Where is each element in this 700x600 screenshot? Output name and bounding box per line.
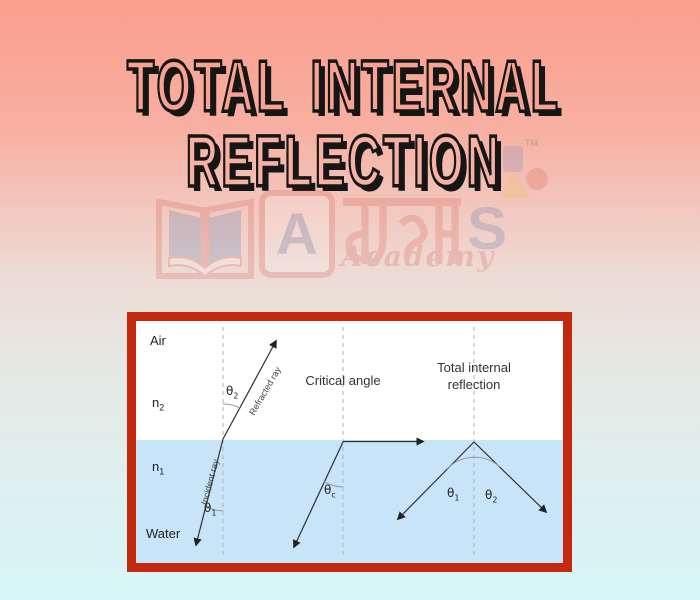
n1-label: n1 xyxy=(152,459,165,477)
air-label: Air xyxy=(150,333,166,348)
critical-incident-ray xyxy=(293,441,344,549)
theta-critical-label: θc xyxy=(324,483,336,500)
logo-letter-a-box: A xyxy=(259,190,335,278)
logo-letter-a: A xyxy=(276,201,318,267)
theta1-arc xyxy=(204,506,224,512)
incident-ray xyxy=(193,438,224,547)
refraction-diagram: Air n2 n1 Water Refracted ray Incident r… xyxy=(136,321,563,563)
water-label: Water xyxy=(146,526,181,541)
logo-academy-label: Academy xyxy=(341,240,496,273)
critical-angle-title: Critical angle xyxy=(305,373,381,388)
theta-refraction-label: θ2 xyxy=(226,384,239,401)
theta-tir-reflected-label: θ2 xyxy=(485,488,498,505)
refracted-ray xyxy=(222,339,277,440)
theta-incidence-label: θ1 xyxy=(204,501,217,518)
poster-title: TOTAL INTERNAL REFLECTION xyxy=(0,47,694,202)
title-line-2: REFLECTION xyxy=(185,122,503,202)
n2-label: n2 xyxy=(152,395,165,413)
diagram-frame: Air n2 n1 Water Refracted ray Incident r… xyxy=(127,312,572,572)
open-book-icon xyxy=(155,196,255,287)
tir-title: Total internal reflection xyxy=(437,360,511,392)
theta2-arc xyxy=(222,403,241,409)
logo-letter-s: S xyxy=(467,195,508,262)
tir-reflected-ray xyxy=(473,441,548,514)
logo-devanagari-text xyxy=(343,194,463,277)
theta-tir-incident-label: θ1 xyxy=(447,486,460,503)
diagram-geometry xyxy=(136,327,563,563)
tir-angle-arc xyxy=(446,456,501,470)
title-line-1: TOTAL INTERNAL xyxy=(126,47,561,127)
tir-incident-ray xyxy=(396,441,475,521)
thetac-arc xyxy=(323,481,344,488)
